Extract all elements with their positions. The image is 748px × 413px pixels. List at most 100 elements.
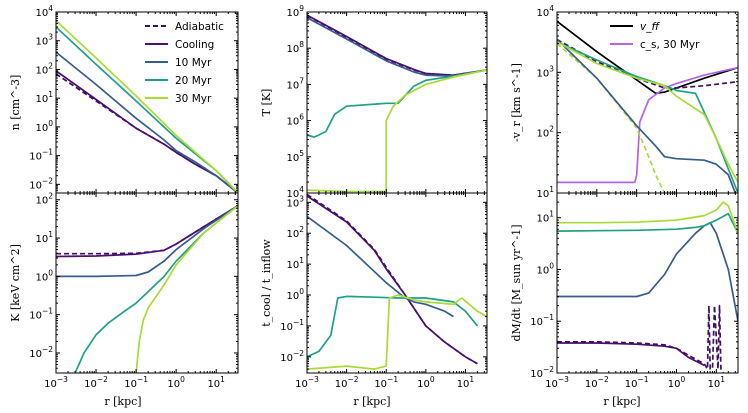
xtick-label-tcool: 100: [417, 375, 435, 390]
axes-frame-K: [55, 192, 239, 374]
xtick-label-mdot: 101: [708, 375, 726, 390]
series-K-adiabatic: [56, 204, 238, 255]
ylabel-K: K [keV cm^2]: [9, 244, 22, 322]
legend-label-vff: v_ff: [640, 21, 660, 33]
ytick-label-tcool: 101: [286, 256, 304, 271]
xtick-label-tcool: 10−1: [374, 375, 398, 390]
ytick-label-vr: 104: [536, 4, 554, 19]
series-group-K: [56, 204, 238, 373]
axes-frame-mdot: [556, 192, 739, 374]
legend-label-cooling: Cooling: [175, 39, 214, 51]
ytick-label-T: 105: [286, 149, 304, 164]
ylabel-T: T [K]: [260, 89, 273, 117]
series-mdot-30-myr: [557, 201, 738, 234]
ytick-label-tcool: 10−1: [280, 318, 304, 333]
xtick-label-mdot: 10−2: [585, 375, 609, 390]
axes-frame-tcool: [306, 192, 488, 374]
legend-label-20myr: 20 Myr: [175, 75, 212, 87]
legend-label-cs: c_s, 30 Myr: [640, 39, 700, 51]
series-group-mdot: [557, 201, 738, 373]
series-mdot-cooling: [557, 342, 705, 367]
xtick-label-tcool: 10−2: [335, 375, 359, 390]
series-mdot-adiabatic-spikes-: [703, 304, 725, 373]
series-tcool-adiabatic: [307, 193, 478, 365]
series-T-cooling: [307, 14, 487, 77]
series-vr-c-s-30-myr: [557, 66, 738, 184]
series-T-20-myr: [307, 69, 487, 138]
xtick-label-tcool: 101: [457, 375, 475, 390]
panel-T: 104 105 106 107 108 109 T [K]: [260, 4, 488, 200]
ytick-label-mdot: 101: [536, 210, 554, 225]
series-T-30-myr: [307, 69, 487, 193]
ytick-label-n: 10−1: [29, 148, 53, 163]
xtick-label-K: 100: [167, 375, 185, 390]
series-group-tcool: [307, 193, 487, 370]
ytick-label-T: 104: [286, 185, 304, 200]
ytick-label-K: 102: [35, 192, 53, 207]
series-K-20-myr: [74, 205, 238, 373]
ytick-label-T: 109: [286, 4, 304, 19]
xlabel-middle: r [kpc]: [353, 395, 390, 408]
legend-right: v_ff c_s, 30 Myr: [610, 21, 700, 51]
panel-n: 10−2 10−1 100 101 102 103 104 n [cm^-3]: [9, 4, 239, 194]
ytick-label-K: 100: [35, 268, 53, 283]
xtick-label-K: 10−1: [124, 375, 148, 390]
ytick-label-n: 100: [35, 119, 53, 134]
legend-label-30myr: 30 Myr: [175, 93, 212, 105]
series-tcool-cooling: [307, 195, 478, 365]
series-mdot-10-myr: [557, 221, 738, 322]
ytick-label-mdot: 100: [536, 261, 554, 276]
series-n-cooling: [56, 70, 238, 193]
ytick-label-n: 103: [35, 33, 53, 48]
series-group-T: [307, 14, 487, 193]
series-mdot-adiabatic: [557, 340, 705, 365]
ytick-label-mdot: 10−1: [530, 313, 554, 328]
series-vr-30-myr: [557, 41, 738, 183]
ytick-label-tcool: 100: [286, 287, 304, 302]
series-group-vr: [557, 20, 738, 193]
series-tcool-30-myr: [307, 294, 487, 370]
xtick-label-mdot: 100: [668, 375, 686, 390]
ytick-label-mdot: 10−2: [530, 365, 554, 380]
ytick-label-tcool: 102: [286, 225, 304, 240]
legend-label-10myr: 10 Myr: [175, 57, 212, 69]
series-vr-20-myr: [557, 41, 738, 193]
ytick-label-T: 108: [286, 40, 304, 55]
series-tcool-20-myr: [307, 295, 479, 358]
ytick-label-n: 10−2: [29, 176, 53, 191]
series-mdot-20-myr: [557, 212, 738, 234]
series-K-30-myr: [135, 205, 238, 373]
ytick-label-tcool: 103: [286, 194, 304, 209]
ylabel-tcool: t_cool / t_inflow: [260, 239, 273, 327]
series-K-cooling: [56, 204, 238, 258]
xtick-label-mdot: 10−3: [545, 375, 569, 390]
series-T-adiabatic: [307, 14, 487, 77]
ylabel-n: n [cm^-3]: [9, 75, 22, 131]
xtick-label-tcool: 10−3: [295, 375, 319, 390]
series-vr-10-myr: [557, 38, 737, 193]
xlabel-right: r [kpc]: [603, 395, 640, 408]
xlabel-group: r [kpc] r [kpc] r [kpc]: [104, 395, 640, 408]
legend-label-adiabatic: Adiabatic: [175, 21, 224, 33]
xlabel-left: r [kpc]: [104, 395, 141, 408]
ytick-label-vr: 102: [536, 125, 554, 140]
xtick-label-K: 10−3: [44, 375, 68, 390]
ytick-label-tcool: 10−2: [280, 349, 304, 364]
ytick-label-T: 107: [286, 76, 304, 91]
series-n-10-myr: [56, 51, 238, 193]
ytick-label-vr: 101: [536, 185, 554, 200]
series-tcool-10-myr: [307, 215, 454, 318]
series-K-10-myr: [56, 204, 238, 278]
ytick-label-K: 10−1: [29, 307, 53, 322]
ytick-label-n: 101: [35, 90, 53, 105]
ytick-label-K: 10−2: [29, 345, 53, 360]
series-group-n: [56, 19, 238, 193]
legend-left: Adiabatic Cooling 10 Myr 20 Myr 30 Myr: [145, 21, 224, 105]
panel-tcool: 10−3 10−2 10−1 100 101 10−2 10−1 100 101 102 103 t_…: [260, 192, 488, 390]
xtick-label-mdot: 10−1: [625, 375, 649, 390]
ylabel-vr: -v_r [km s^-1]: [510, 63, 523, 142]
series-vr-v-ff: [557, 20, 738, 95]
series-n-20-myr: [56, 26, 238, 193]
